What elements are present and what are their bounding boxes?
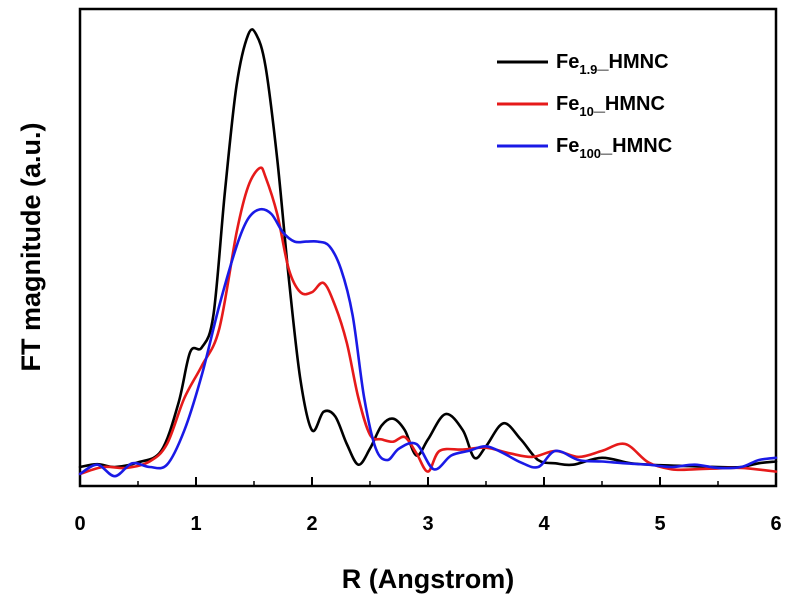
- x-tick-label: 4: [538, 513, 550, 535]
- legend-item: Fe1.9_HMNC: [497, 51, 669, 77]
- legend-item: Fe10_HMNC: [497, 93, 665, 119]
- series-line-2: [78, 166, 778, 476]
- x-tick-label: 3: [422, 513, 433, 535]
- x-axis: 0 1 2 3 4 5 6: [74, 477, 782, 535]
- x-tick-label: 5: [654, 513, 665, 535]
- legend-label: Fe1.9_HMNC: [556, 51, 669, 77]
- legend-label: Fe10_HMNC: [556, 93, 665, 119]
- series-layer: [78, 28, 778, 478]
- plot-frame: [78, 7, 778, 488]
- x-tick-label: 6: [770, 513, 781, 535]
- series-line-1: [78, 28, 778, 469]
- x-tick-label: 0: [74, 513, 85, 535]
- series-line-3: [78, 207, 778, 478]
- legend: Fe1.9_HMNC Fe10_HMNC Fe100_HMNC: [497, 51, 672, 161]
- legend-item: Fe100_HMNC: [497, 135, 672, 161]
- x-tick-label: 2: [306, 513, 317, 535]
- x-tick-label: 1: [190, 513, 201, 535]
- legend-label: Fe100_HMNC: [556, 135, 672, 161]
- x-axis-title: R (Angstrom): [342, 564, 514, 594]
- y-axis-title: FT magnitude (a.u.): [16, 123, 46, 372]
